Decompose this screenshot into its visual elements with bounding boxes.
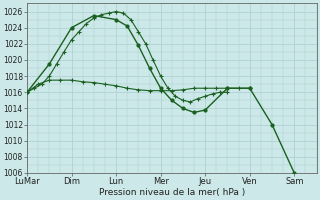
X-axis label: Pression niveau de la mer( hPa ): Pression niveau de la mer( hPa )	[99, 188, 245, 197]
